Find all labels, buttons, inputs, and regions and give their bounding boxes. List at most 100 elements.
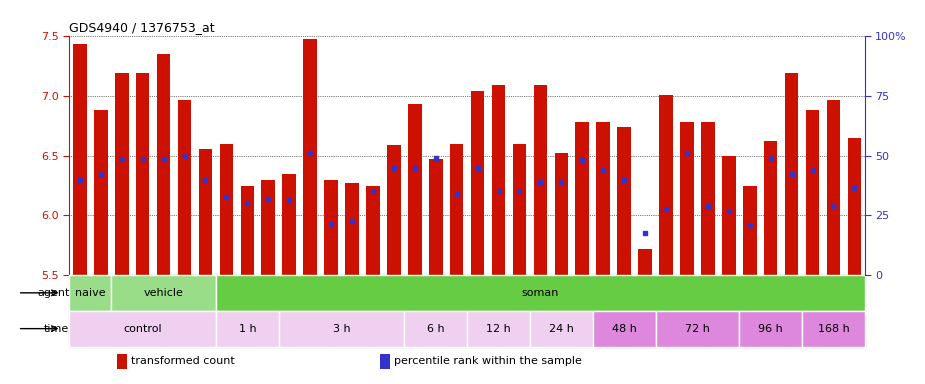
Text: percentile rank within the sample: percentile rank within the sample [394, 356, 582, 366]
Text: 96 h: 96 h [758, 324, 783, 334]
Text: transformed count: transformed count [131, 356, 235, 366]
Bar [303, 39, 317, 275]
Bar [844, 275, 865, 346]
Bar [91, 275, 111, 346]
Bar [115, 73, 129, 275]
Bar [802, 275, 823, 346]
Text: agent: agent [37, 288, 69, 298]
Bar [216, 275, 237, 346]
Bar [178, 100, 191, 275]
Bar [509, 275, 530, 346]
Bar [806, 111, 820, 275]
Bar [258, 275, 278, 346]
Bar [379, 354, 390, 369]
Bar [69, 275, 91, 346]
Bar [492, 85, 505, 275]
Bar [597, 122, 610, 275]
Text: 3 h: 3 h [333, 324, 351, 334]
Bar [278, 275, 300, 346]
Bar [575, 122, 589, 275]
Bar [429, 159, 442, 275]
Bar [136, 73, 150, 275]
Bar [743, 185, 757, 275]
Bar [69, 275, 111, 311]
Bar [117, 354, 128, 369]
Bar [94, 111, 107, 275]
Bar [387, 145, 401, 275]
Text: vehicle: vehicle [143, 288, 183, 298]
Text: 168 h: 168 h [818, 324, 849, 334]
Bar [341, 275, 363, 346]
Bar [551, 275, 572, 346]
Bar [404, 311, 467, 346]
Bar [154, 275, 174, 346]
Text: time: time [44, 324, 69, 334]
Bar [760, 275, 781, 346]
Bar [719, 275, 739, 346]
Bar [383, 275, 404, 346]
Text: control: control [123, 324, 162, 334]
Bar [534, 85, 548, 275]
Bar [199, 149, 212, 275]
Text: soman: soman [522, 288, 559, 298]
Text: 12 h: 12 h [487, 324, 511, 334]
Bar [195, 275, 216, 346]
Bar [656, 275, 676, 346]
Bar [617, 127, 631, 275]
Text: GDS4940 / 1376753_at: GDS4940 / 1376753_at [69, 21, 215, 34]
Bar [73, 44, 87, 275]
Bar [467, 275, 488, 346]
Bar [111, 275, 132, 346]
Bar [321, 275, 341, 346]
Bar [426, 275, 446, 346]
Bar [132, 275, 154, 346]
Bar [237, 275, 258, 346]
Bar [446, 275, 467, 346]
Bar [593, 275, 613, 346]
Bar [781, 275, 802, 346]
Bar [156, 55, 170, 275]
Text: 72 h: 72 h [685, 324, 709, 334]
Text: 1 h: 1 h [239, 324, 256, 334]
Bar [278, 311, 404, 346]
Bar [656, 311, 739, 346]
Bar [701, 122, 715, 275]
Bar [282, 174, 296, 275]
Bar [593, 311, 656, 346]
Bar [847, 138, 861, 275]
Bar [554, 153, 568, 275]
Bar [676, 275, 697, 346]
Bar [363, 275, 383, 346]
Bar [739, 311, 802, 346]
Bar [240, 185, 254, 275]
Bar [488, 275, 509, 346]
Bar [827, 100, 840, 275]
Bar [823, 275, 844, 346]
Bar [366, 185, 380, 275]
Text: naive: naive [75, 288, 105, 298]
Bar [722, 156, 735, 275]
Bar [69, 311, 216, 346]
Text: 48 h: 48 h [611, 324, 636, 334]
Bar [450, 144, 463, 275]
Bar [802, 311, 865, 346]
Text: 6 h: 6 h [427, 324, 445, 334]
Bar [638, 249, 652, 275]
Bar [530, 311, 593, 346]
Bar [530, 275, 551, 346]
Bar [635, 275, 656, 346]
Bar [262, 180, 275, 275]
Bar [111, 275, 216, 311]
Bar [784, 73, 798, 275]
Bar [680, 122, 694, 275]
Bar [572, 275, 593, 346]
Bar [739, 275, 760, 346]
Bar [404, 275, 426, 346]
Bar [467, 311, 530, 346]
Bar [471, 91, 485, 275]
Bar [345, 183, 359, 275]
Bar [300, 275, 321, 346]
Bar [216, 275, 865, 311]
Text: 24 h: 24 h [549, 324, 574, 334]
Bar [697, 275, 719, 346]
